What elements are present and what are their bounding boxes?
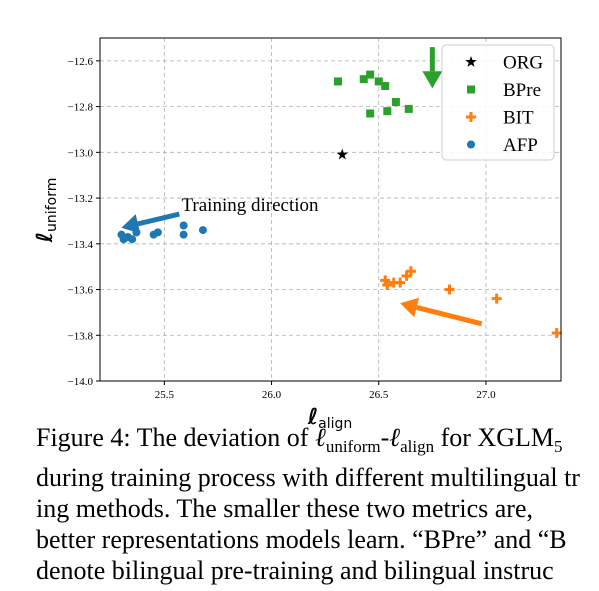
point-afp <box>132 228 141 237</box>
legend-marker-org <box>465 56 477 67</box>
x-axis-label: ℓalign <box>307 405 353 432</box>
legend-label-org: ORG <box>503 53 543 74</box>
caption-symbol: ℓ <box>389 423 401 452</box>
legend-marker-afp <box>467 140 475 149</box>
y-tick-label: −13.0 <box>68 147 94 159</box>
legend-marker-bit <box>466 112 476 122</box>
arrow-head <box>422 71 443 89</box>
legend: ORG BPre BIT AFP <box>441 44 555 161</box>
point-afp <box>153 228 162 237</box>
caption-line: Figure 4: The deviation of ℓuniform-ℓali… <box>36 422 599 462</box>
plot-frame <box>99 37 562 382</box>
y-tick-label: −12.8 <box>68 102 94 114</box>
caption-subscript: 5 <box>553 437 563 457</box>
point-afp <box>128 235 137 244</box>
caption-text: Figure 4: The deviation of <box>36 423 315 452</box>
y-tick-label: −13.4 <box>68 239 94 251</box>
axis-ticks: 25.5 26.0 26.5 27.0 −12.6 −12.8 −13.0 −13.2 −13.… <box>68 56 497 401</box>
x-tick-label: 25.5 <box>155 389 175 401</box>
caption-subscript: align <box>400 437 435 457</box>
annotation-training-direction: Training direction <box>181 195 319 216</box>
arrow-shaft <box>137 211 180 227</box>
point-bpre <box>391 98 400 107</box>
figure-caption: Figure 4: The deviation of ℓuniform-ℓali… <box>36 422 599 586</box>
caption-line: during training process with different m… <box>36 463 580 493</box>
point-org <box>336 148 348 160</box>
point-bpre <box>383 107 392 116</box>
point-bit <box>395 277 406 288</box>
legend-box <box>441 44 555 161</box>
caption-subscript: uniform <box>325 437 381 457</box>
point-bpre <box>366 70 375 79</box>
point-bpre <box>381 82 390 91</box>
x-tick-label: 27.0 <box>476 389 496 401</box>
y-axis-label: ℓuniform <box>33 178 60 244</box>
point-afp <box>198 226 207 235</box>
point-bit <box>491 293 502 304</box>
point-bit <box>551 327 562 338</box>
point-bpre <box>374 77 383 86</box>
point-bpre <box>334 77 343 86</box>
point-bit <box>444 284 455 295</box>
x-tick-label: 26.5 <box>369 389 389 401</box>
y-tick-label: −13.6 <box>68 285 94 297</box>
caption-line: denote bilingual pre-training and biling… <box>36 556 554 586</box>
caption-text: - <box>380 423 390 452</box>
caption-line: ing methods. The smaller these two metri… <box>36 494 533 524</box>
legend-label-afp: AFP <box>503 135 538 156</box>
arrow-shaft <box>416 304 483 327</box>
y-tick-label: −14.0 <box>68 376 94 388</box>
y-tick-label: −12.6 <box>68 56 94 68</box>
y-tick-label: −13.8 <box>68 330 94 342</box>
point-bpre <box>366 109 375 118</box>
arrow-head <box>400 297 420 318</box>
point-bit <box>382 279 393 290</box>
point-bit <box>405 266 416 277</box>
point-bpre <box>404 104 413 113</box>
data-points <box>117 70 562 338</box>
legend-label-bit: BIT <box>503 108 534 129</box>
caption-line: better representations models learn. “BP… <box>36 525 567 555</box>
legend-marker-bpre <box>467 85 475 94</box>
x-tick-label: 26.0 <box>262 389 282 401</box>
caption-symbol: ℓ <box>314 423 326 452</box>
legend-label-bpre: BPre <box>503 80 541 101</box>
point-bpre <box>359 75 368 84</box>
point-afp <box>179 230 188 239</box>
point-afp <box>179 221 188 230</box>
direction-arrows <box>121 47 483 327</box>
y-tick-label: −13.2 <box>68 193 93 205</box>
caption-text: for XGLM <box>434 423 554 452</box>
